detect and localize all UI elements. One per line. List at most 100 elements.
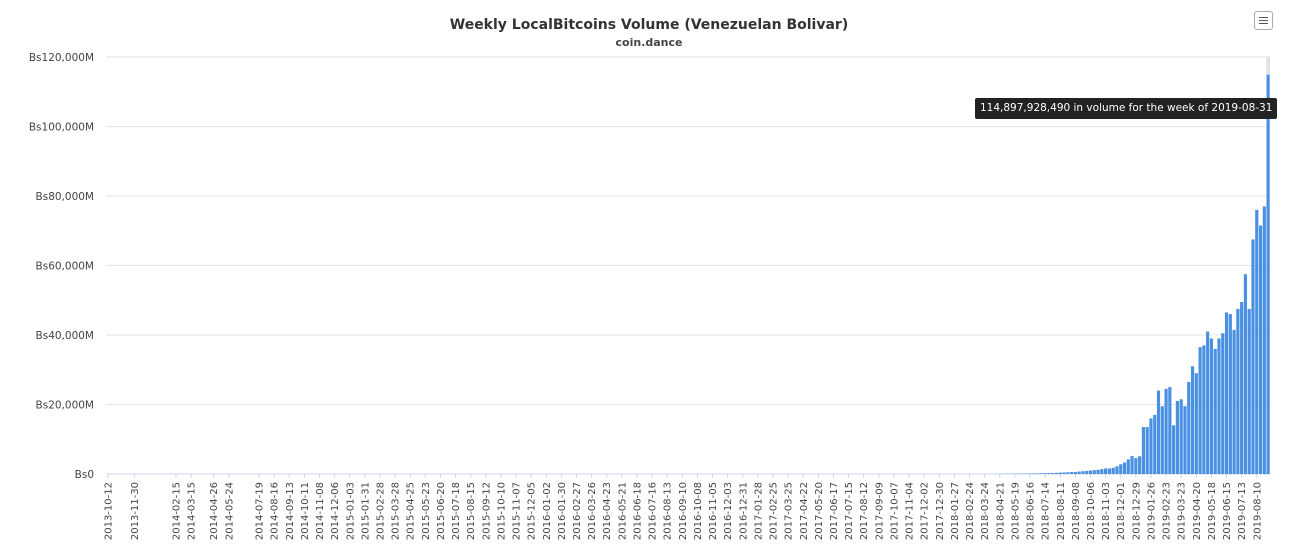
x-tick-label: 2015-10-10 xyxy=(496,482,507,540)
bar[interactable] xyxy=(1262,206,1266,475)
chart-menu-button[interactable] xyxy=(1254,11,1273,30)
bar[interactable] xyxy=(1054,472,1059,474)
bar[interactable] xyxy=(1073,471,1077,474)
x-tick-label: 2017-12-02 xyxy=(920,482,931,540)
bar[interactable] xyxy=(1138,456,1142,474)
bar[interactable] xyxy=(1232,329,1236,474)
bar[interactable] xyxy=(1236,308,1240,474)
bar[interactable] xyxy=(1066,472,1070,474)
x-tick-label: 2018-05-19 xyxy=(1010,482,1021,540)
x-tick-label: 2016-12-31 xyxy=(738,482,749,540)
chart-title: Weekly LocalBitcoins Volume (Venezuelan … xyxy=(449,17,849,33)
bar[interactable] xyxy=(1111,467,1115,474)
bar[interactable] xyxy=(1088,470,1093,474)
x-tick-label: 2017-09-09 xyxy=(874,482,885,540)
x-axis: 2013-10-12 2013-11-30 2014-02-15 2014-03-15… xyxy=(103,474,1263,540)
bar[interactable] xyxy=(1187,381,1191,474)
x-tick-label: 2018-06-16 xyxy=(1026,482,1037,540)
x-tick-label: 2016-08-13 xyxy=(663,482,674,540)
bar[interactable] xyxy=(1126,459,1130,474)
bar[interactable] xyxy=(1096,469,1100,474)
bar[interactable] xyxy=(1130,455,1134,474)
bar[interactable] xyxy=(1115,466,1119,474)
bar[interactable] xyxy=(1153,414,1157,474)
x-tick-label: 2015-01-03 xyxy=(345,482,356,540)
bar[interactable] xyxy=(1092,470,1096,474)
x-tick-label: 2014-03-15 xyxy=(187,482,198,540)
bar[interactable] xyxy=(1035,473,1040,474)
bar[interactable] xyxy=(1172,425,1176,474)
x-tick-label: 2014-08-16 xyxy=(270,482,281,540)
bar[interactable] xyxy=(1164,388,1168,474)
bar[interactable] xyxy=(1058,472,1062,474)
bar[interactable] xyxy=(1051,472,1055,474)
x-tick-label: 2019-01-26 xyxy=(1146,482,1157,540)
x-tick-label: 2017-02-25 xyxy=(769,482,780,540)
x-tick-label: 2018-04-21 xyxy=(995,482,1006,540)
x-tick-label: 2019-07-13 xyxy=(1237,482,1248,540)
bar[interactable] xyxy=(1156,390,1161,474)
bar[interactable] xyxy=(1085,470,1089,474)
bar[interactable] xyxy=(1081,471,1085,474)
bar[interactable] xyxy=(1221,333,1225,474)
bar[interactable] xyxy=(1077,471,1081,474)
bar[interactable] xyxy=(1206,331,1210,474)
bar[interactable] xyxy=(1179,399,1183,474)
bar[interactable] xyxy=(1104,468,1108,474)
bar[interactable] xyxy=(1194,373,1198,474)
y-axis: Bs0 Bs20,000M Bs40,000M Bs60,000M Bs80,000M B… xyxy=(29,52,94,481)
bar[interactable] xyxy=(1202,345,1206,474)
bar[interactable] xyxy=(1149,418,1153,474)
x-tick-label: 2017-05-20 xyxy=(814,482,825,540)
bar[interactable] xyxy=(1160,406,1164,474)
x-tick-label: 2015-05-23 xyxy=(421,482,432,540)
x-tick-label: 2016-01-02 xyxy=(542,482,553,540)
bars xyxy=(994,74,1270,475)
bar[interactable] xyxy=(1145,427,1149,474)
x-tick-label: 2018-07-14 xyxy=(1041,482,1052,540)
x-tick-label: 2015-08-15 xyxy=(466,482,477,540)
x-tick-label: 2018-12-29 xyxy=(1131,482,1142,540)
bar[interactable] xyxy=(1255,209,1259,474)
x-tick-label: 2016-05-21 xyxy=(617,482,628,540)
bar[interactable] xyxy=(1062,472,1066,474)
x-tick-label: 2018-02-24 xyxy=(965,482,976,540)
bar[interactable] xyxy=(1168,387,1172,474)
bar[interactable] xyxy=(1047,473,1051,474)
bar[interactable] xyxy=(1251,239,1255,474)
bar[interactable] xyxy=(1122,462,1127,474)
x-tick-label: 2015-11-07 xyxy=(512,482,523,540)
bar[interactable] xyxy=(1240,301,1244,474)
bar[interactable] xyxy=(1228,314,1232,474)
bar[interactable] xyxy=(1107,468,1111,474)
bar[interactable] xyxy=(1119,464,1123,474)
x-tick-label: 2016-07-16 xyxy=(648,482,659,540)
y-tick-label: Bs60,000M xyxy=(36,261,94,273)
x-tick-label: 2015-01-31 xyxy=(360,482,371,540)
bar[interactable] xyxy=(1217,338,1221,474)
bar[interactable] xyxy=(1224,312,1229,474)
bar[interactable] xyxy=(1209,338,1214,474)
bar[interactable] xyxy=(1183,406,1187,474)
bar[interactable] xyxy=(1190,366,1195,474)
bar[interactable] xyxy=(1247,308,1251,474)
hamburger-menu-icon-line xyxy=(1259,20,1268,21)
bar[interactable] xyxy=(1266,74,1270,474)
x-tick-label: 2015-06-20 xyxy=(436,482,447,540)
x-tick-label: 2016-09-10 xyxy=(678,482,689,540)
bar[interactable] xyxy=(1134,458,1138,474)
bar[interactable] xyxy=(1175,401,1179,474)
bar[interactable] xyxy=(1032,473,1036,474)
bar[interactable] xyxy=(1039,473,1043,474)
bar[interactable] xyxy=(1028,473,1032,474)
x-tick-label: 2019-08-10 xyxy=(1252,482,1263,540)
bar[interactable] xyxy=(1100,469,1104,474)
bar[interactable] xyxy=(1141,427,1145,474)
bar[interactable] xyxy=(1043,473,1047,474)
bar[interactable] xyxy=(1258,225,1263,474)
bar[interactable] xyxy=(1198,347,1202,474)
bar[interactable] xyxy=(1070,472,1074,474)
bar[interactable] xyxy=(1213,348,1217,474)
bar[interactable] xyxy=(1243,274,1248,474)
